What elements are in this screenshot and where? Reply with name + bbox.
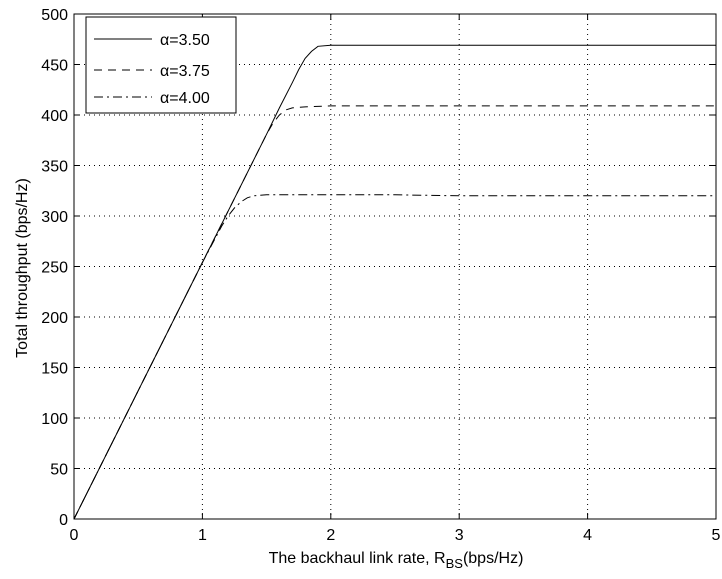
y-tick-label: 150 [41,361,68,378]
x-axis-label: The backhaul link rate, RBS(bps/Hz) [269,550,524,571]
x-tick-label: 3 [455,527,464,544]
y-tick-label: 0 [59,512,68,529]
y-tick-label: 450 [41,58,68,75]
x-tick-label: 1 [198,527,207,544]
series-line-1 [73,44,716,520]
y-tick-label: 250 [41,260,68,277]
legend-label: α=3.50 [160,32,210,49]
y-tick-label: 300 [41,209,68,226]
x-axis-label-main: The backhaul link rate, R [269,550,446,567]
x-tick-label: 4 [583,527,592,544]
y-tick-label: 500 [41,7,68,24]
legend-label: α=4.00 [160,90,210,107]
legend-item: α=4.00 [94,90,210,107]
legend-label: α=3.75 [160,63,210,80]
x-tick-label: 2 [326,527,335,544]
y-axis-label: Total throughput (bps/Hz) [14,178,31,358]
series-line-3 [73,194,716,520]
x-tick-label: 0 [70,527,79,544]
legend-item: α=3.50 [94,32,210,49]
legend-item: α=3.75 [94,63,210,80]
x-tick-label: 5 [712,527,721,544]
grid-lines [74,14,716,519]
legend: α=3.50 α=3.75 α=4.00 [85,16,237,114]
series-line-2 [73,105,716,520]
y-tick-label: 50 [50,462,68,479]
series-lines [73,44,716,520]
x-axis-label-subscript: BS [446,556,464,571]
y-tick-label: 200 [41,310,68,327]
y-tick-label: 350 [41,159,68,176]
x-axis-label-unit: (bps/Hz) [463,550,523,567]
y-tick-label: 400 [41,108,68,125]
y-tick-label: 100 [41,411,68,428]
legend-box [85,16,237,114]
